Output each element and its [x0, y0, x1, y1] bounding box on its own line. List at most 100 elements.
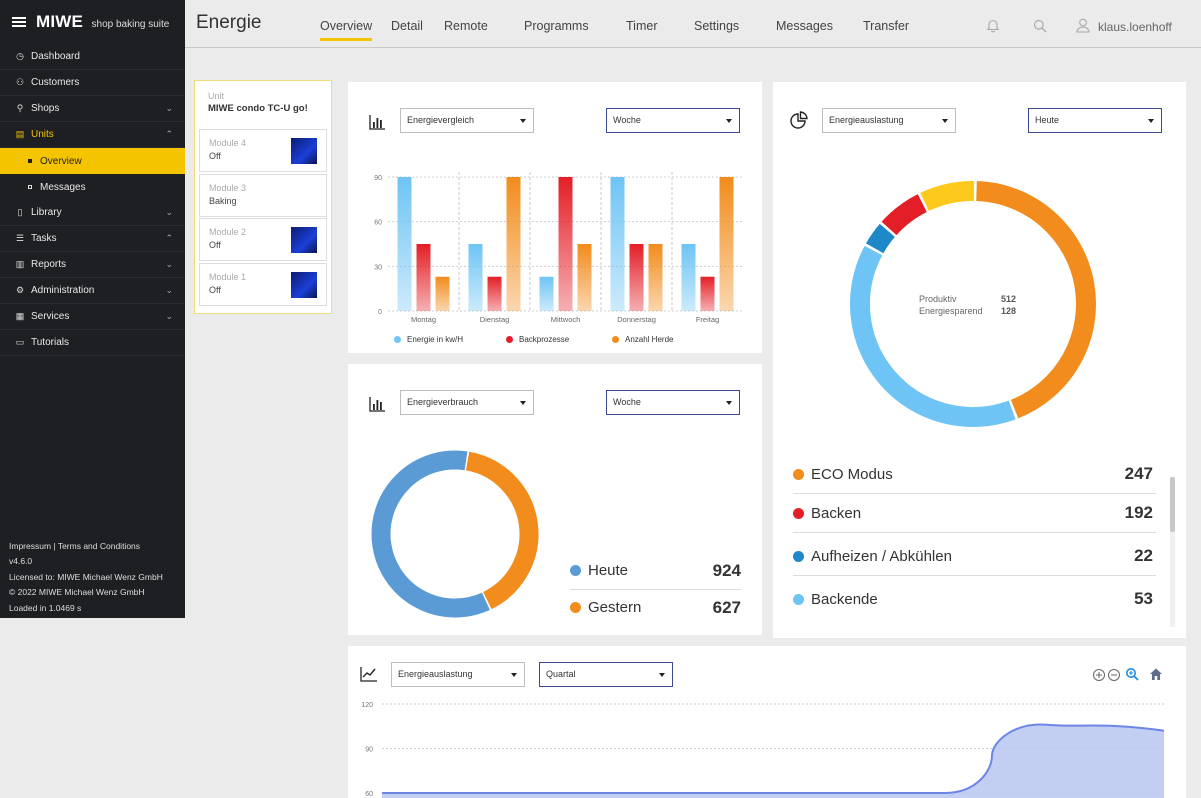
hamburger-icon[interactable]: [12, 17, 26, 27]
scrollbar-track[interactable]: [1170, 477, 1175, 627]
timeline-period-select[interactable]: Quartal: [539, 662, 673, 687]
bar-donnerstag-2[interactable]: [648, 244, 663, 311]
sidebar-item-overview[interactable]: Overview: [0, 148, 185, 174]
legend-item[interactable]: Energie in kw/H: [394, 335, 463, 344]
tab-settings[interactable]: Settings: [694, 19, 740, 33]
donut-segment[interactable]: [881, 194, 928, 236]
utilization-legend-item[interactable]: ECO Modus 247: [793, 462, 1153, 486]
utilization-legend-item[interactable]: Aufheizen / Abkühlen 22: [793, 544, 1153, 568]
donut-segment[interactable]: [371, 450, 490, 618]
utilization-period-select[interactable]: Heute: [1028, 108, 1162, 133]
magnifier-zoom-icon[interactable]: [1125, 667, 1139, 681]
utilization-legend-item[interactable]: Backen 192: [793, 501, 1153, 525]
bar-montag-1[interactable]: [416, 244, 431, 311]
legend-dot: [612, 336, 619, 343]
timeline-type-value: Energieauslastung: [398, 669, 473, 679]
bar-montag-2[interactable]: [435, 276, 450, 311]
bar-donnerstag-1[interactable]: [629, 244, 644, 311]
tab-timer[interactable]: Timer: [626, 19, 658, 33]
tab-transfer[interactable]: Transfer: [863, 19, 910, 33]
bar-mittwoch-2[interactable]: [577, 244, 592, 311]
comparison-type-select[interactable]: Energievergleich: [400, 108, 534, 133]
y-tick-label: 120: [361, 702, 373, 709]
donut-segment[interactable]: [920, 181, 975, 212]
bar-montag-0[interactable]: [397, 177, 412, 311]
brand-subtitle: shop baking suite: [91, 19, 170, 30]
module-name: Module 1: [209, 271, 247, 282]
sidebar-item-dashboard[interactable]: ◷ Dashboard: [0, 44, 185, 70]
sidebar-item-reports[interactable]: ▥ Reports ⌄: [0, 252, 185, 278]
legend-item[interactable]: Anzahl Herde: [612, 335, 673, 344]
module-thumbnail: [291, 271, 317, 298]
home-icon[interactable]: [1149, 667, 1163, 681]
consumption-type-select[interactable]: Energieverbrauch: [400, 390, 534, 415]
consumption-legend-item[interactable]: Heute 924: [570, 561, 741, 580]
legend-value: 22: [1134, 546, 1153, 565]
scrollbar-thumb[interactable]: [1170, 477, 1175, 532]
utilization-type-select[interactable]: Energieauslastung: [822, 108, 956, 133]
area-line[interactable]: [382, 723, 1165, 794]
sidebar-item-label: Units: [31, 129, 54, 140]
comparison-period-select[interactable]: Woche: [606, 108, 740, 133]
sidebar-item-messages[interactable]: Messages: [0, 174, 185, 200]
sidebar-item-label: Messages: [40, 181, 86, 193]
zoom-out-icon[interactable]: [1107, 668, 1121, 682]
sidebar-item-customers[interactable]: ⚇ Customers: [0, 70, 185, 96]
module-item[interactable]: Module 2 Off: [199, 218, 327, 261]
legend-dot: [793, 593, 804, 605]
legend-label: Gestern: [588, 599, 642, 616]
module-state: Off: [209, 151, 221, 161]
legend-label: ECO Modus: [811, 465, 893, 483]
sidebar-item-library[interactable]: ▯ Library ⌄: [0, 200, 185, 226]
bell-icon[interactable]: [986, 18, 1000, 33]
bar-mittwoch-0[interactable]: [539, 276, 554, 311]
timeline-period-value: Quartal: [546, 669, 576, 679]
chevron-up-icon: ⌃: [165, 129, 173, 139]
legend-item[interactable]: Backprozesse: [506, 335, 569, 344]
sidebar-item-tutorials[interactable]: ▭ Tutorials: [0, 330, 185, 356]
donut-segment[interactable]: [850, 245, 1016, 427]
bar-donnerstag-0[interactable]: [610, 177, 625, 311]
module-item[interactable]: Module 3 Baking: [199, 173, 327, 217]
utilization-legend-item[interactable]: Backende 53: [793, 587, 1153, 611]
tab-overview[interactable]: Overview: [320, 19, 373, 41]
bar-dienstag-1[interactable]: [487, 276, 502, 311]
sidebar-item-services[interactable]: ▦ Services ⌄: [0, 304, 185, 330]
username[interactable]: klaus.loenhoff: [1098, 20, 1172, 34]
consumption-period-select[interactable]: Woche: [606, 390, 740, 415]
tab-remote[interactable]: Remote: [444, 19, 488, 33]
bar-dienstag-2[interactable]: [506, 177, 521, 311]
donut-segment[interactable]: [465, 451, 539, 610]
bar-freitag-1[interactable]: [700, 276, 715, 311]
sidebar-item-tasks[interactable]: ☰ Tasks ⌃: [0, 226, 185, 252]
sidebar-item-shops[interactable]: ⚲ Shops ⌄: [0, 96, 185, 122]
tab-detail[interactable]: Detail: [391, 19, 423, 33]
top-bar: Energie Overview Detail Remote Programms…: [185, 0, 1201, 48]
module-item[interactable]: Module 4 Off: [199, 129, 327, 172]
sidebar-item-label: Administration: [31, 285, 95, 296]
sidebar-item-administration[interactable]: ⚙ Administration ⌄: [0, 278, 185, 304]
legend-dot: [570, 602, 581, 613]
search-icon[interactable]: [1033, 19, 1047, 33]
bar-mittwoch-1[interactable]: [558, 177, 573, 311]
donut-segment[interactable]: [976, 181, 1096, 419]
donut-segment[interactable]: [865, 223, 896, 254]
footer-links[interactable]: Impressum | Terms and Conditions: [9, 540, 141, 551]
consumption-legend-item[interactable]: Gestern 627: [570, 598, 741, 617]
tab-messages[interactable]: Messages: [776, 19, 833, 33]
bullet-icon: [28, 159, 32, 163]
brand-logo[interactable]: MIWE shop baking suite: [36, 12, 169, 32]
bar-freitag-2[interactable]: [719, 177, 734, 311]
module-thumbnail: [291, 138, 317, 164]
module-item[interactable]: Module 1 Off: [199, 262, 327, 306]
bar-dienstag-0[interactable]: [468, 244, 483, 311]
bar-freitag-0[interactable]: [681, 244, 696, 311]
legend-label: Backprozesse: [519, 335, 570, 344]
user-icon[interactable]: [1076, 18, 1090, 33]
tab-programms[interactable]: Programms: [524, 19, 589, 33]
sidebar-item-units[interactable]: ▤ Units ⌃: [0, 122, 185, 148]
bullet-icon: [28, 185, 32, 189]
timeline-type-select[interactable]: Energieauslastung: [391, 662, 525, 687]
module-state: Baking: [209, 195, 237, 206]
zoom-in-icon[interactable]: [1092, 668, 1106, 682]
